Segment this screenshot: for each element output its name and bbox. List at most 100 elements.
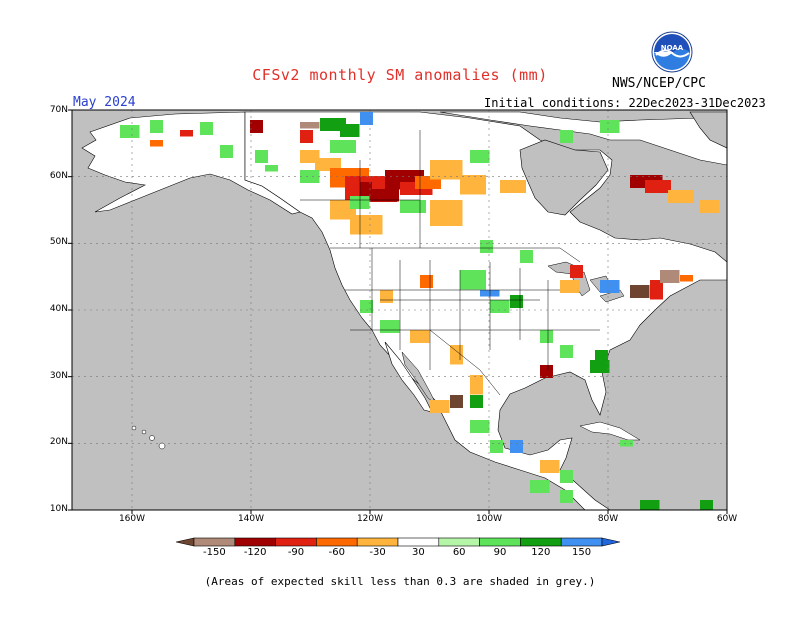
anomaly-patch	[400, 200, 426, 213]
anomaly-patch	[530, 480, 550, 493]
anomaly-patch	[560, 130, 573, 143]
lat-label-20n: 20N	[49, 437, 68, 447]
north-america-landmass	[244, 111, 727, 510]
colorbar-label: 90	[493, 547, 507, 558]
anomaly-patch	[200, 122, 213, 135]
anomaly-patch	[470, 375, 483, 395]
anomaly-patch	[700, 500, 713, 510]
lat-label-70n: 70N	[49, 105, 68, 115]
anomaly-patch	[150, 140, 163, 147]
anomaly-patch	[668, 190, 694, 203]
anomaly-patch	[430, 160, 463, 180]
anomaly-patch	[470, 395, 483, 408]
anomaly-patch	[380, 320, 400, 333]
lon-label-100w: 100W	[475, 514, 503, 524]
noaa-logo: NOAA	[651, 31, 693, 73]
anomaly-patch	[560, 280, 580, 293]
anomaly-patch	[340, 124, 360, 137]
initial-conditions-label: Initial conditions: 22Dec2023-31Dec2023	[484, 96, 766, 110]
anomaly-patch	[650, 280, 663, 300]
arctic-islands	[439, 111, 727, 166]
colorbar-segment	[479, 537, 521, 547]
anomaly-patch	[430, 200, 463, 226]
agency-label: NWS/NCEP/CPC	[612, 76, 706, 91]
anomaly-patch	[255, 150, 268, 163]
anomaly-patch	[540, 330, 553, 343]
anomaly-patch	[350, 215, 383, 235]
anomaly-patch	[120, 125, 140, 138]
anomaly-patch	[150, 120, 163, 133]
skill-footnote: (Areas of expected skill less than 0.3 a…	[204, 575, 596, 588]
colorbar-segment	[275, 537, 317, 547]
anomaly-patch	[470, 420, 490, 433]
anomaly-patch	[520, 250, 533, 263]
anomaly-patch	[640, 500, 660, 510]
anomaly-patch	[460, 270, 486, 290]
anomaly-patch	[265, 165, 278, 172]
lat-label-30n: 30N	[49, 371, 68, 381]
lon-label-60w: 60W	[716, 514, 738, 524]
anomaly-patch	[540, 365, 553, 378]
landmass-layer	[72, 110, 727, 510]
anomaly-patch	[560, 470, 573, 483]
anomaly-patch	[595, 350, 608, 363]
noaa-logo-text: NOAA	[661, 44, 684, 52]
colorbar-segment	[356, 537, 399, 547]
anomaly-patch	[300, 130, 313, 143]
graticule	[72, 110, 727, 510]
anomaly-patch	[510, 295, 523, 308]
anomaly-patch	[330, 140, 356, 153]
anomaly-patch	[330, 200, 356, 220]
anomaly-patch	[250, 120, 263, 133]
colorbar-segment	[316, 537, 358, 547]
colorbar-label: -150	[203, 547, 226, 558]
hudson-bay	[519, 139, 609, 216]
anomaly-patch	[480, 240, 493, 253]
colorbar-segment	[560, 537, 603, 547]
anomaly-patch	[490, 440, 503, 453]
anomaly-patch	[660, 270, 680, 283]
anomaly-patch	[700, 200, 720, 213]
colorbar-label: -30	[369, 547, 386, 558]
baja-landmass	[384, 341, 433, 413]
anomaly-patch	[380, 290, 393, 303]
anomaly-patch	[590, 360, 610, 373]
anomaly-patch	[470, 150, 490, 163]
anomaly-patch	[320, 118, 346, 131]
anomaly-patch	[315, 158, 341, 171]
colorbar-label: -120	[243, 547, 267, 558]
anomaly-patch	[560, 345, 573, 358]
political-borders	[300, 130, 600, 396]
anomaly-patch	[460, 175, 486, 195]
colorbar-segment	[193, 537, 236, 547]
greenland-edge	[689, 111, 727, 149]
colorbar-segment	[397, 537, 440, 547]
colorbar-segment	[520, 537, 562, 547]
lon-label-160w: 160W	[118, 514, 146, 524]
colorbar-label: 120	[531, 547, 551, 558]
anomaly-patch	[510, 440, 523, 453]
longitude-ticks	[131, 510, 728, 514]
colorbar-low-arrow	[175, 537, 195, 547]
anomaly-patch	[300, 122, 320, 129]
anomaly-patch	[630, 285, 650, 298]
lat-label-50n: 50N	[49, 237, 68, 247]
lon-label-140w: 140W	[237, 514, 265, 524]
lon-label-80w: 80W	[597, 514, 619, 524]
anomaly-patch	[600, 120, 620, 133]
anomaly-patch	[300, 170, 320, 183]
colorbar	[175, 537, 621, 547]
anomaly-patch	[540, 460, 560, 473]
anomaly-patch	[410, 330, 430, 343]
anomaly-patch	[490, 300, 510, 313]
colorbar-label: -90	[287, 547, 305, 558]
anomaly-patch	[360, 300, 373, 313]
colorbar-label: 30	[412, 547, 425, 558]
lon-label-120w: 120W	[356, 514, 384, 524]
anomaly-patch	[180, 130, 193, 137]
lat-label-60n: 60N	[49, 171, 68, 181]
anomaly-patch	[220, 145, 233, 158]
colorbar-segment	[438, 537, 480, 547]
anomaly-layer	[120, 112, 720, 510]
